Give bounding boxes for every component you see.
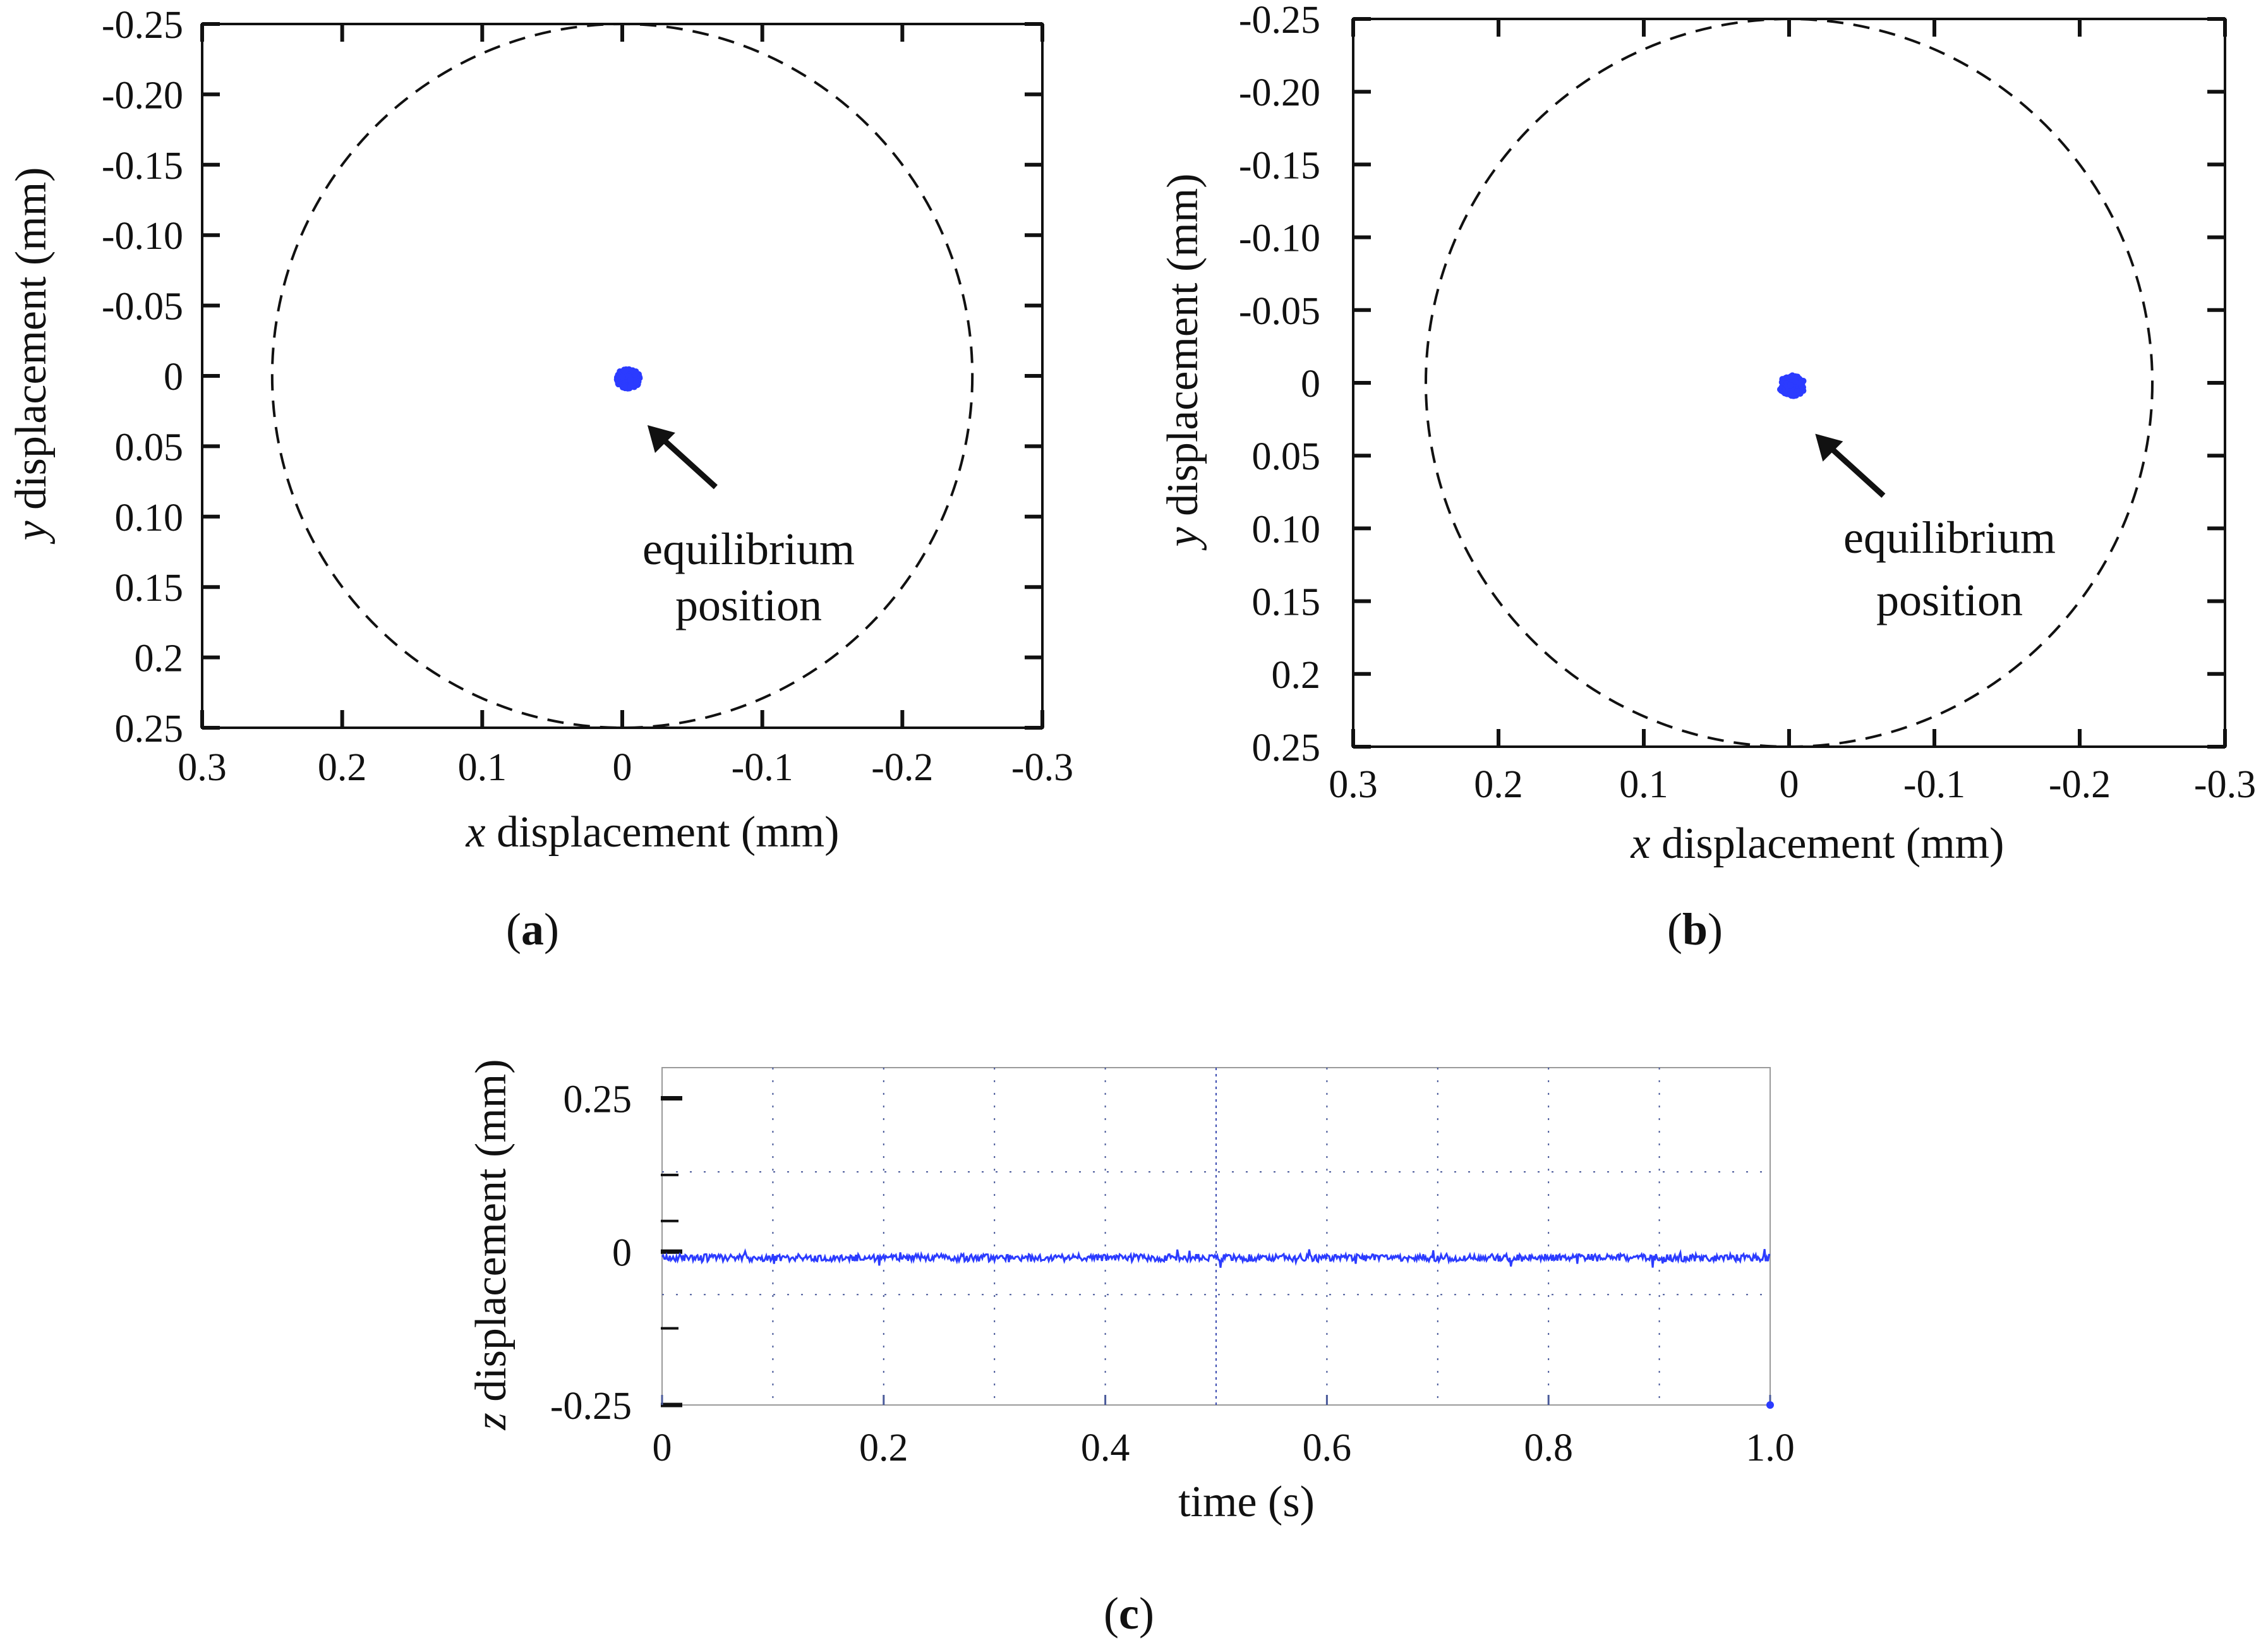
x-tick-label: 0.6 [1303, 1426, 1352, 1469]
x-tick-label: 0 [1780, 763, 1799, 806]
data-point [1782, 375, 1789, 382]
panel-c-x-axis-title: time (s) [1178, 1478, 1315, 1526]
y-tick-label: 0.15 [1252, 581, 1321, 624]
panel-a-annotation-line1: equilibrium [642, 524, 855, 574]
panel-b-chart: 0.3 0.2 0.1 0 -0.1 -0.2 -0.3-0.25-0.20-0.15-0.… [1239, 0, 2256, 806]
x-tick-label: -0.2 [2049, 763, 2111, 806]
y-tick-label: 0.25 [564, 1078, 632, 1121]
x-tick-label: -0.1 [732, 746, 793, 789]
y-tick-label: 0.2 [1272, 654, 1321, 697]
data-point [627, 377, 634, 383]
x-tick-label: 1.0 [1745, 1426, 1795, 1469]
panel-b-y-axis-title: y displacement (mm) [1159, 174, 1207, 551]
y-tick-label: 0.05 [115, 426, 184, 469]
panel-b-label: (b) [1667, 904, 1723, 955]
x-tick-label: 0.4 [1081, 1426, 1130, 1469]
data-point [1787, 390, 1794, 397]
x-tick-label: 0.2 [318, 746, 367, 789]
y-tick-label: -0.25 [102, 4, 183, 47]
annotation-arrow-shaft [659, 435, 718, 490]
x-tick-label: 0 [653, 1426, 672, 1469]
x-tick-label: 0.2 [1474, 763, 1523, 806]
y-tick-label: 0.25 [115, 708, 184, 751]
y-tick-label: 0.10 [1252, 508, 1321, 551]
y-tick-label: 0 [164, 356, 183, 399]
annotation-arrow-shaft [1827, 444, 1886, 498]
panel-a-annotation-line2: position [675, 580, 822, 630]
x-tick-label: 0 [613, 746, 632, 789]
data-point [620, 368, 627, 375]
z-displacement-series [661, 1248, 1771, 1268]
data-point [632, 379, 639, 386]
y-tick-label: -0.10 [1239, 217, 1320, 260]
end-marker [1766, 1401, 1774, 1409]
y-tick-label: -0.20 [1239, 71, 1320, 114]
panel-b-annotation-line1: equilibrium [1843, 512, 2056, 563]
data-point [1787, 382, 1794, 389]
boundary-circle [270, 23, 974, 729]
y-tick-label: -0.10 [102, 215, 183, 258]
y-tick-label: -0.05 [1239, 290, 1320, 333]
panel-a-label: (a) [506, 904, 559, 955]
x-tick-label: -0.2 [871, 746, 933, 789]
x-tick-label: 0.3 [178, 746, 227, 789]
x-tick-label: -0.3 [1011, 746, 1073, 789]
y-tick-label: 0.25 [1252, 727, 1321, 769]
panel-c-label: (c) [1104, 1588, 1154, 1639]
x-tick-label: 0.1 [458, 746, 507, 789]
x-tick-label: 0.1 [1619, 763, 1668, 806]
annotation-arrow-head [647, 425, 675, 453]
y-tick-label: 0 [1301, 363, 1320, 406]
annotation-arrow-head [1815, 433, 1843, 462]
data-point [1788, 373, 1795, 380]
y-tick-label: -0.25 [550, 1385, 632, 1428]
y-tick-label: -0.25 [1239, 0, 1320, 42]
y-tick-label: -0.20 [102, 74, 183, 117]
y-tick-label: -0.15 [102, 145, 183, 188]
boundary-circle [1425, 18, 2154, 748]
y-tick-label: 0.2 [135, 637, 184, 680]
y-tick-label: 0.05 [1252, 435, 1321, 478]
x-tick-label: 0.3 [1329, 763, 1378, 806]
panel-b-annotation-line2: position [1876, 575, 2023, 625]
panel-a-chart: 0.3 0.2 0.1 0 -0.1 -0.2 -0.3-0.25-0.20-0.15-0.… [102, 4, 1073, 789]
panel-b-x-axis-title: x displacement (mm) [1631, 819, 2005, 868]
x-tick-label: -0.1 [1903, 763, 1965, 806]
y-tick-label: 0.10 [115, 497, 184, 540]
y-tick-label: 0 [612, 1231, 632, 1274]
x-tick-label: 0.8 [1524, 1426, 1573, 1469]
y-tick-label: 0.15 [115, 567, 184, 610]
panel-c-y-axis-title: z displacement (mm) [467, 1059, 516, 1430]
y-tick-label: -0.05 [102, 286, 183, 329]
panel-c-chart: 0.25 0 -0.25 0 0.2 0.4 0.6 0.8 1.0 [550, 1067, 1795, 1469]
panel-a-x-axis-title: x displacement (mm) [466, 808, 840, 857]
data-point [1797, 380, 1804, 387]
data-point [621, 383, 628, 390]
y-tick-label: -0.15 [1239, 144, 1320, 187]
x-tick-label: -0.3 [2194, 763, 2256, 806]
x-tick-label: 0.2 [859, 1426, 908, 1469]
panel-a-y-axis-title: y displacement (mm) [7, 167, 56, 545]
data-point [619, 373, 626, 380]
